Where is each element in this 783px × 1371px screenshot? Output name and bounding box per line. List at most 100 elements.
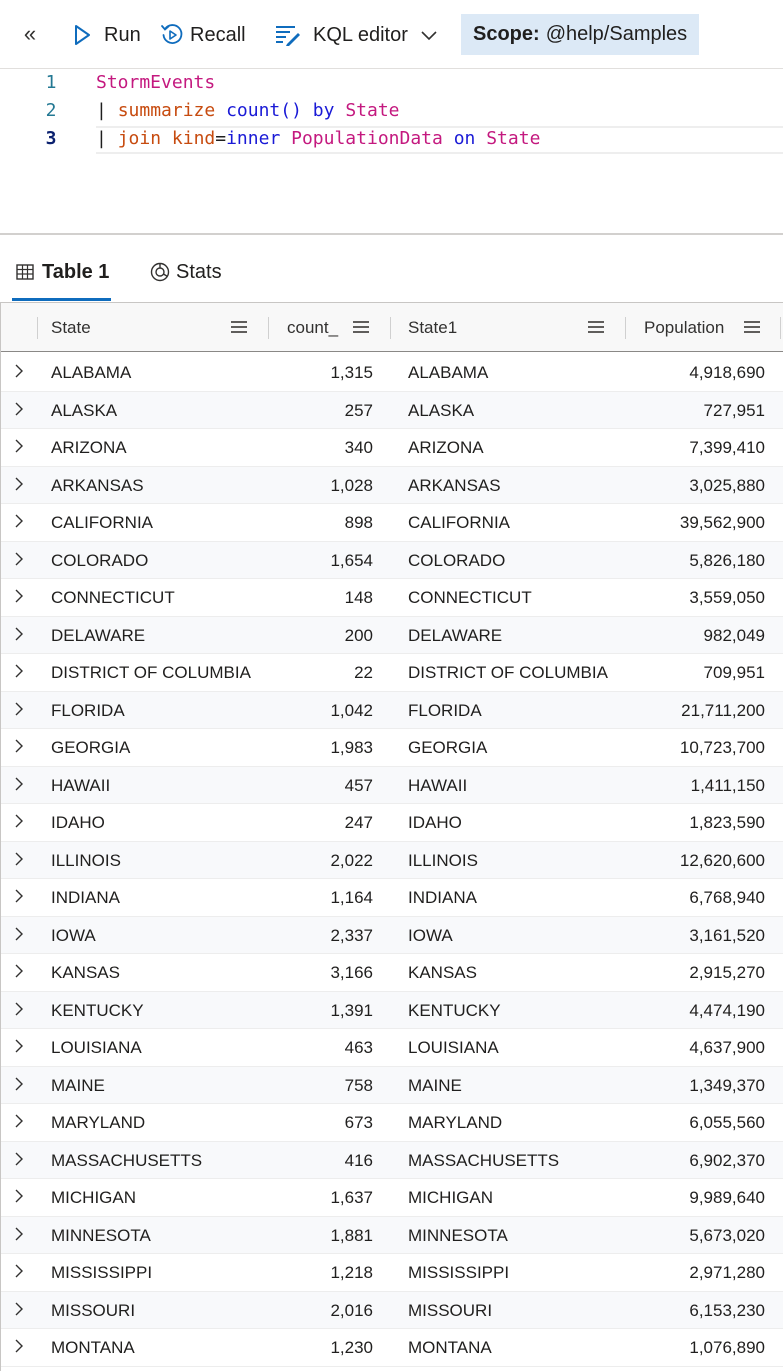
results-grid: State count_ State1 Population ALABAMA 1… bbox=[0, 302, 783, 1371]
table-row[interactable]: LOUISIANA 463 LOUISIANA 4,637,900 bbox=[1, 1029, 783, 1067]
code-token: kind bbox=[171, 128, 216, 149]
cell-population: 1,823,590 bbox=[689, 813, 765, 832]
table-row[interactable]: DISTRICT OF COLUMBIA 22 DISTRICT OF COLU… bbox=[1, 654, 783, 692]
line-number: 1 bbox=[45, 72, 57, 93]
table-row[interactable]: CALIFORNIA 898 CALIFORNIA 39,562,900 bbox=[1, 504, 783, 542]
column-separator[interactable] bbox=[268, 317, 269, 339]
table-row[interactable]: MINNESOTA 1,881 MINNESOTA 5,673,020 bbox=[1, 1216, 783, 1254]
recall-button[interactable]: Recall bbox=[160, 18, 246, 52]
chevron-right-icon[interactable] bbox=[11, 1188, 27, 1204]
chevron-right-icon[interactable] bbox=[11, 363, 27, 379]
tab-stats[interactable]: Stats bbox=[150, 257, 222, 287]
table-row[interactable]: MARYLAND 673 MARYLAND 6,055,560 bbox=[1, 1104, 783, 1142]
chevron-right-icon[interactable] bbox=[11, 1151, 27, 1167]
chevron-right-icon[interactable] bbox=[11, 1301, 27, 1317]
editor-results-splitter[interactable] bbox=[0, 233, 783, 235]
cell-state1: MISSOURI bbox=[408, 1300, 493, 1320]
chevron-right-icon[interactable] bbox=[11, 663, 27, 679]
column-menu-icon[interactable] bbox=[231, 320, 247, 334]
table-icon bbox=[16, 264, 34, 280]
scope-selector[interactable]: Scope: @help/Samples bbox=[461, 14, 699, 55]
column-separator[interactable] bbox=[390, 317, 391, 339]
cell-count: 200 bbox=[344, 625, 373, 645]
chevron-right-icon[interactable] bbox=[11, 476, 27, 492]
query-editor[interactable]: 1 2 3 StormEvents | summarize count() by… bbox=[0, 69, 783, 233]
cell-count: 416 bbox=[344, 1150, 373, 1170]
column-header-population[interactable]: Population bbox=[644, 317, 725, 337]
cell-state: FLORIDA bbox=[51, 700, 125, 720]
cell-population: 6,055,560 bbox=[689, 1113, 765, 1132]
table-row[interactable]: DELAWARE 200 DELAWARE 982,049 bbox=[1, 616, 783, 654]
cell-population: 21,711,200 bbox=[681, 700, 765, 720]
column-menu-icon[interactable] bbox=[353, 320, 369, 334]
chevron-right-icon[interactable] bbox=[11, 401, 27, 417]
table-row[interactable]: IDAHO 247 IDAHO 1,823,590 bbox=[1, 804, 783, 842]
column-menu-icon[interactable] bbox=[588, 320, 604, 334]
table-row[interactable]: INDIANA 1,164 INDIANA 6,768,940 bbox=[1, 879, 783, 917]
table-row[interactable]: ALABAMA 1,315 ALABAMA 4,918,690 bbox=[1, 354, 783, 392]
chevron-right-icon[interactable] bbox=[11, 1338, 27, 1354]
cell-state1: MICHIGAN bbox=[408, 1188, 493, 1207]
chevron-right-icon[interactable] bbox=[11, 551, 27, 567]
cell-count: 463 bbox=[344, 1038, 373, 1057]
cell-state: MARYLAND bbox=[51, 1113, 146, 1132]
chevron-right-icon[interactable] bbox=[11, 513, 27, 529]
table-row[interactable]: HAWAII 457 HAWAII 1,411,150 bbox=[1, 766, 783, 804]
column-header-state1[interactable]: State1 bbox=[408, 317, 458, 337]
cell-state: ARIZONA bbox=[51, 438, 127, 457]
table-row[interactable]: CONNECTICUT 148 CONNECTICUT 3,559,050 bbox=[1, 579, 783, 617]
run-button[interactable]: Run bbox=[72, 18, 141, 52]
chevron-right-icon[interactable] bbox=[11, 851, 27, 867]
cell-population: 6,768,940 bbox=[689, 888, 765, 907]
table-row[interactable]: ARKANSAS 1,028 ARKANSAS 3,025,880 bbox=[1, 466, 783, 504]
table-row[interactable]: ILLINOIS 2,022 ILLINOIS 12,620,600 bbox=[1, 841, 783, 879]
chevron-right-icon[interactable] bbox=[11, 738, 27, 754]
table-row[interactable]: MAINE 758 MAINE 1,349,370 bbox=[1, 1066, 783, 1104]
chevron-right-icon[interactable] bbox=[11, 1076, 27, 1092]
chevron-right-icon[interactable] bbox=[11, 963, 27, 979]
cell-state: CONNECTICUT bbox=[51, 588, 175, 607]
kql-editor-dropdown[interactable]: KQL editor bbox=[273, 18, 438, 52]
stats-icon bbox=[150, 262, 170, 282]
chevron-right-icon[interactable] bbox=[11, 701, 27, 717]
table-row[interactable]: ALASKA 257 ALASKA 727,951 bbox=[1, 391, 783, 429]
table-row[interactable]: MISSISSIPPI 1,218 MISSISSIPPI 2,971,280 bbox=[1, 1254, 783, 1292]
chevron-right-icon[interactable] bbox=[11, 813, 27, 829]
table-row[interactable]: MISSOURI 2,016 MISSOURI 6,153,230 bbox=[1, 1291, 783, 1329]
column-header-count[interactable]: count_ bbox=[287, 317, 339, 337]
cell-state: MAINE bbox=[51, 1075, 105, 1095]
chevron-right-icon[interactable] bbox=[11, 1226, 27, 1242]
cell-population: 4,918,690 bbox=[689, 363, 765, 382]
table-row[interactable]: KANSAS 3,166 KANSAS 2,915,270 bbox=[1, 954, 783, 992]
cell-state: ALASKA bbox=[51, 400, 118, 420]
column-menu-icon[interactable] bbox=[744, 320, 760, 334]
chevron-right-icon[interactable] bbox=[11, 1001, 27, 1017]
cell-population: 2,971,280 bbox=[689, 1263, 765, 1282]
table-row[interactable]: COLORADO 1,654 COLORADO 5,826,180 bbox=[1, 541, 783, 579]
table-row[interactable]: IOWA 2,337 IOWA 3,161,520 bbox=[1, 916, 783, 954]
column-header-state[interactable]: State bbox=[51, 317, 91, 337]
table-row[interactable]: MASSACHUSETTS 416 MASSACHUSETTS 6,902,37… bbox=[1, 1141, 783, 1179]
tab-label: Stats bbox=[176, 260, 222, 283]
chevron-right-icon[interactable] bbox=[11, 776, 27, 792]
chevron-right-icon[interactable] bbox=[11, 588, 27, 604]
table-row[interactable]: FLORIDA 1,042 FLORIDA 21,711,200 bbox=[1, 691, 783, 729]
column-separator[interactable] bbox=[780, 317, 781, 339]
chevron-right-icon[interactable] bbox=[11, 888, 27, 904]
cell-state: MONTANA bbox=[51, 1338, 135, 1357]
chevron-right-icon[interactable] bbox=[11, 438, 27, 454]
table-row[interactable]: MONTANA 1,230 MONTANA 1,076,890 bbox=[1, 1329, 783, 1367]
chevron-right-icon[interactable] bbox=[11, 1038, 27, 1054]
tab-table-1[interactable]: Table 1 bbox=[16, 257, 109, 287]
cell-population: 1,349,370 bbox=[689, 1075, 765, 1095]
chevron-right-icon[interactable] bbox=[11, 1263, 27, 1279]
collapse-panel-button[interactable]: « bbox=[14, 18, 46, 50]
table-row[interactable]: GEORGIA 1,983 GEORGIA 10,723,700 bbox=[1, 729, 783, 767]
chevron-right-icon[interactable] bbox=[11, 1113, 27, 1129]
table-row[interactable]: MICHIGAN 1,637 MICHIGAN 9,989,640 bbox=[1, 1179, 783, 1217]
table-row[interactable]: KENTUCKY 1,391 KENTUCKY 4,474,190 bbox=[1, 991, 783, 1029]
chevron-right-icon[interactable] bbox=[11, 926, 27, 942]
chevron-right-icon[interactable] bbox=[11, 626, 27, 642]
column-separator[interactable] bbox=[625, 317, 626, 339]
table-row[interactable]: ARIZONA 340 ARIZONA 7,399,410 bbox=[1, 429, 783, 467]
